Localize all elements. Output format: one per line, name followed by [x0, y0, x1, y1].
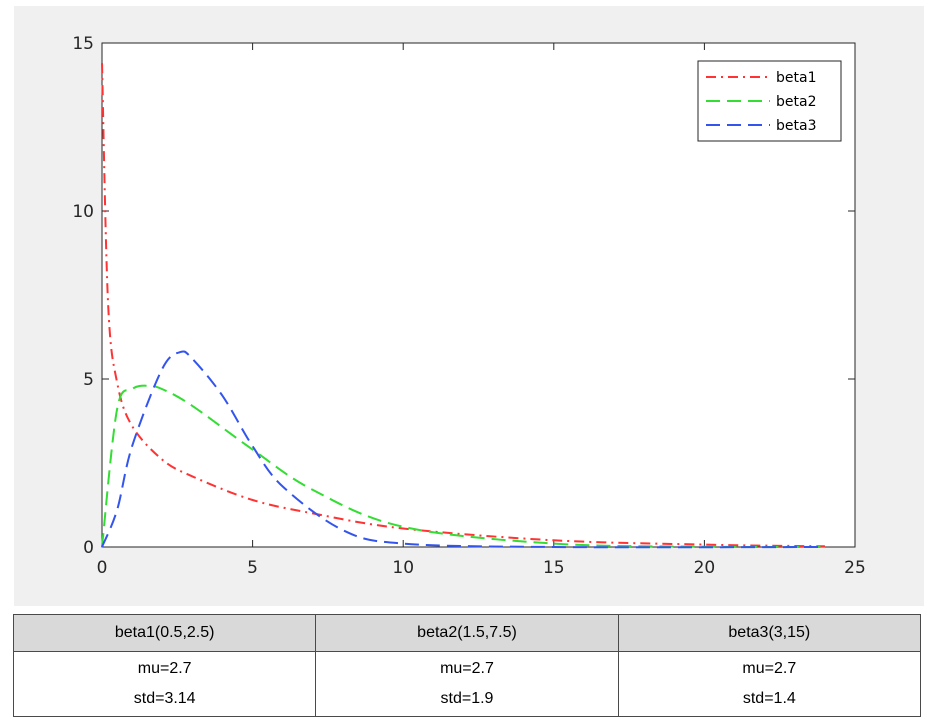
header-beta1: beta1(0.5,2.5): [12, 614, 317, 652]
x-tick-label: 20: [694, 558, 716, 578]
legend-label-beta1: beta1: [776, 70, 816, 86]
beta1-mu: mu=2.7: [137, 660, 192, 677]
y-tick-label: 0: [83, 538, 94, 558]
table-header-row: beta1(0.5,2.5) beta2(1.5,7.5) beta3(3,15…: [12, 614, 922, 652]
header-beta3: beta3(3,15): [617, 614, 922, 652]
header-beta2: beta2(1.5,7.5): [315, 614, 619, 652]
series-line-beta3: [101, 350, 825, 549]
x-tick-label: 10: [392, 558, 414, 578]
series-line-beta1: [101, 63, 825, 548]
beta2-stats-cell: mu=2.7 std=1.9: [315, 651, 619, 717]
legend: beta1 beta2 beta3: [697, 60, 842, 142]
beta1-stats-cell: mu=2.7 std=3.14: [12, 651, 317, 717]
x-tick-label: 0: [97, 558, 108, 578]
beta3-mu: mu=2.7: [742, 660, 797, 677]
beta3-stats-cell: mu=2.7 std=1.4: [617, 651, 922, 717]
legend-label-beta2: beta2: [776, 94, 816, 110]
y-tick-label: 5: [83, 370, 94, 390]
x-tick-label: 25: [844, 558, 866, 578]
y-tick-label: 15: [72, 34, 94, 54]
x-tick-label: 5: [247, 558, 258, 578]
y-tick-label: 10: [72, 202, 94, 222]
beta2-mu: mu=2.7: [440, 660, 494, 677]
line-chart: 0 5 10 15 20 25 0 5 10 15 beta1 beta2 beta3: [72, 34, 865, 578]
series-lines: [101, 63, 825, 549]
axis-ticks: 0 5 10 15 20 25 0 5 10 15: [72, 34, 865, 578]
beta3-std: std=1.4: [742, 690, 796, 707]
beta1-std: std=3.14: [133, 690, 196, 707]
table-row: mu=2.7 std=3.14 mu=2.7 std=1.9 mu=2.7 st…: [12, 651, 922, 717]
series-line-beta2: [101, 384, 825, 548]
legend-label-beta3: beta3: [776, 118, 816, 134]
x-tick-label: 15: [543, 558, 565, 578]
distribution-summary-table: beta1(0.5,2.5) beta2(1.5,7.5) beta3(3,15…: [12, 614, 922, 717]
beta2-std: std=1.9: [440, 690, 494, 707]
figure-panel: 0 5 10 15 20 25 0 5 10 15 beta1 beta2 beta3: [14, 6, 924, 606]
